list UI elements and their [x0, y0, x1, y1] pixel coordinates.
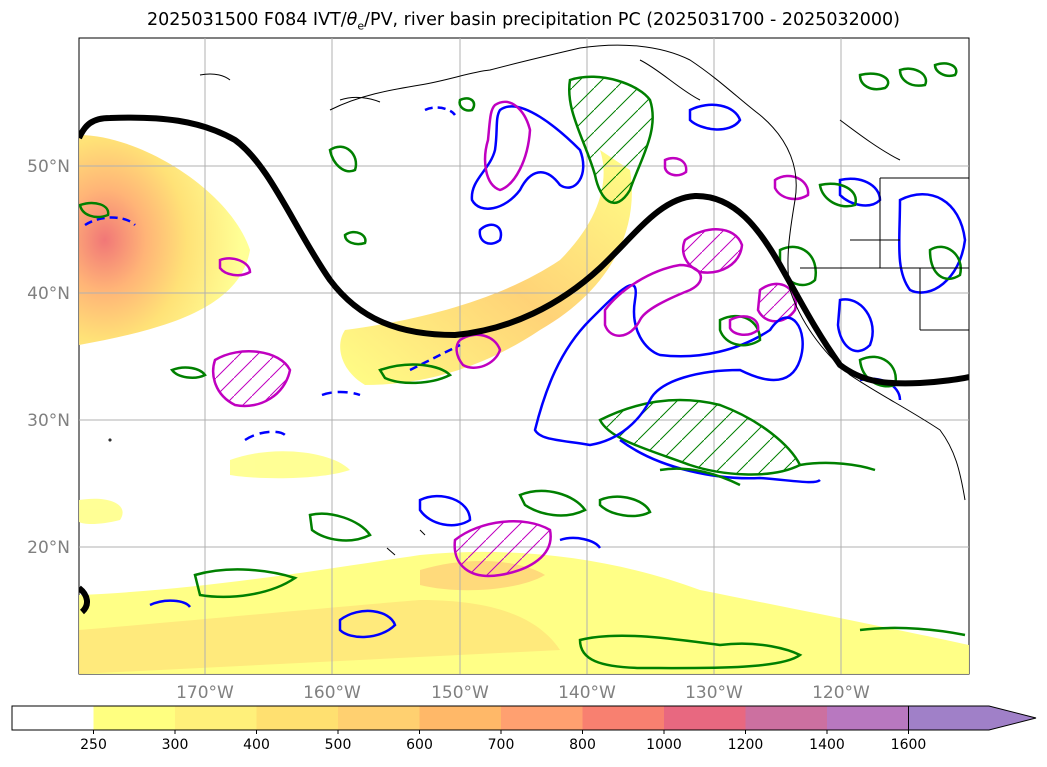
colorbar-segment — [419, 706, 501, 730]
ivt-band-south-inner — [79, 600, 560, 674]
colorbar-segment — [93, 706, 175, 730]
colorbar: 250 300 400 500 600 700 800 1000 1200 1400 1600 — [11, 705, 1037, 753]
ivt-patch-west-low — [79, 498, 123, 525]
colorbar-segment — [582, 706, 664, 730]
colorbar-tick-label: 700 — [488, 737, 515, 753]
hatch-magenta-south — [453, 520, 552, 578]
colorbar-tick-label: 250 — [80, 737, 107, 753]
ivt-band-central — [340, 150, 632, 385]
colorbar-segment — [827, 706, 909, 730]
lon-tick-label: 120°W — [812, 683, 870, 703]
lat-tick-labels: 50°N 40°N 30°N 20°N — [27, 157, 70, 558]
lon-tick-label: 170°W — [176, 683, 234, 703]
hatched-regions — [211, 75, 802, 578]
colorbar-segment — [745, 706, 827, 730]
colorbar-segment — [664, 706, 746, 730]
colorbar-segment — [256, 706, 338, 730]
colorbar-tick-label: 800 — [569, 737, 596, 753]
colorbar-tick-label: 1200 — [728, 737, 764, 753]
lon-tick-label: 130°W — [685, 683, 743, 703]
colorbar-segment — [12, 706, 94, 730]
hatch-green-30n — [598, 398, 802, 476]
hatch-magenta-coast — [756, 282, 798, 323]
hatch-magenta-east — [681, 228, 744, 274]
lon-tick-labels: 170°W 160°W 150°W 140°W 130°W 120°W — [176, 683, 870, 703]
map-layers — [79, 38, 969, 674]
colorbar-tick-label: 1400 — [809, 737, 845, 753]
colorbar-extend-arrow — [908, 705, 1037, 731]
coastlines — [108, 44, 969, 556]
colorbar-tick-label: 500 — [325, 737, 352, 753]
lon-tick-label: 160°W — [303, 683, 361, 703]
theta-e-contour — [79, 114, 969, 387]
colorbar-segment — [501, 706, 583, 730]
hatch-green-north — [567, 75, 654, 205]
colorbar-tick-label: 600 — [406, 737, 433, 753]
colorbar-tick-label: 300 — [162, 737, 189, 753]
theta-e-contour-southwest — [79, 585, 90, 615]
hatch-magenta-west — [211, 350, 292, 408]
graticule — [79, 38, 969, 674]
colorbar-segment — [175, 706, 257, 730]
blue-contours — [84, 103, 967, 639]
lon-tick-label: 140°W — [558, 683, 616, 703]
chart-title: 2025031500 F084 IVT/θe/PV, river basin p… — [146, 10, 901, 33]
lat-tick-label: 40°N — [27, 284, 70, 304]
lat-tick-label: 50°N — [27, 157, 70, 177]
magenta-contours — [218, 100, 810, 369]
lat-tick-label: 30°N — [27, 411, 70, 431]
colorbar-frame — [11, 705, 909, 731]
colorbar-tick-label: 1000 — [646, 737, 682, 753]
colorbar-segment — [338, 706, 420, 730]
ivt-patch-31n — [230, 451, 350, 479]
lon-tick-label: 150°W — [431, 683, 489, 703]
lat-tick-label: 20°N — [27, 538, 70, 558]
colorbar-tick-label: 1600 — [891, 737, 927, 753]
colorbar-tick-label: 400 — [243, 737, 270, 753]
